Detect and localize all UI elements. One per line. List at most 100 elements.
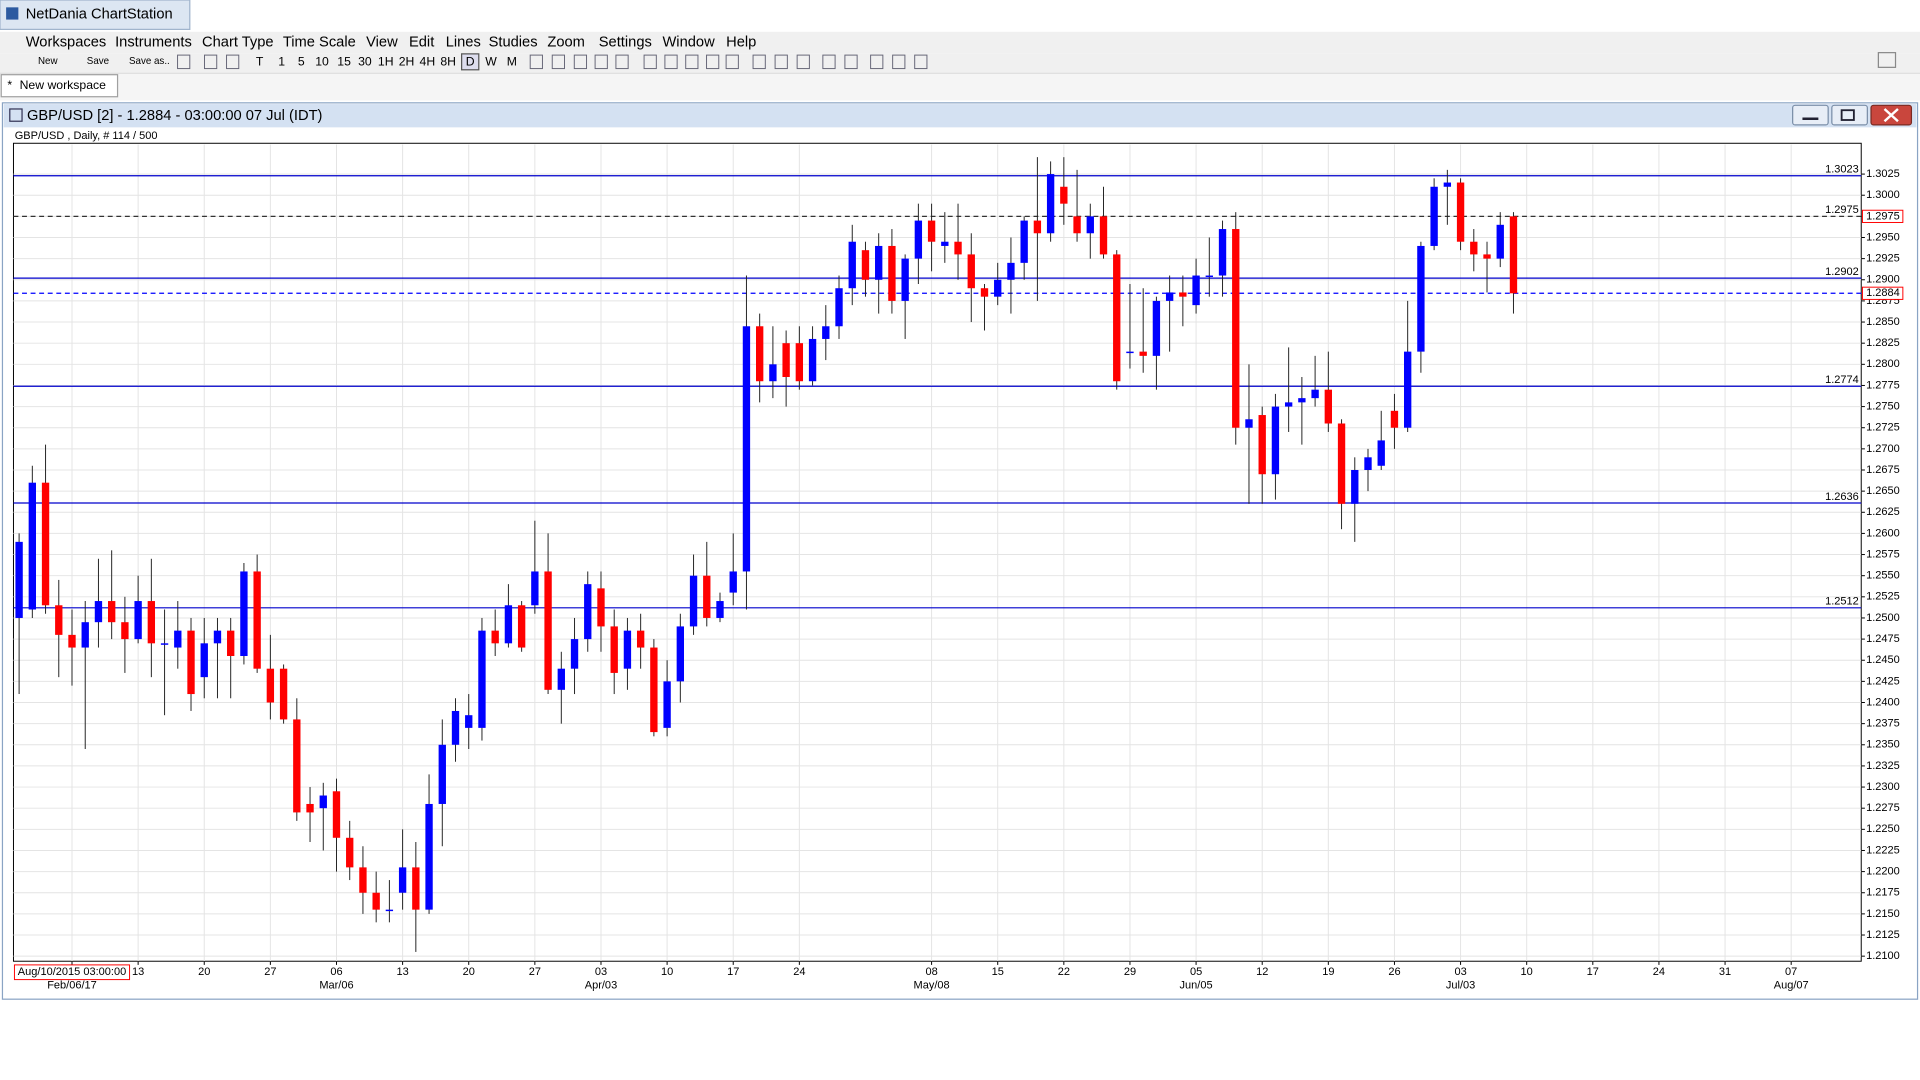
x-tick-label: 29 bbox=[1124, 966, 1136, 978]
toolbar-icon[interactable] bbox=[573, 54, 588, 70]
menu-item[interactable]: Chart Type bbox=[202, 35, 274, 51]
timeframe-button[interactable]: 8H bbox=[440, 55, 456, 69]
toolbar-icon[interactable] bbox=[685, 54, 699, 70]
candle-body bbox=[332, 791, 341, 838]
y-tick-label: 1.2650 bbox=[1866, 485, 1900, 497]
candle-body bbox=[861, 250, 870, 280]
candle-body bbox=[703, 575, 711, 618]
toolbar-icon[interactable] bbox=[177, 54, 191, 70]
x-tick-label: 10 bbox=[661, 966, 673, 978]
candle-body bbox=[967, 254, 975, 289]
menu-item[interactable]: Lines bbox=[446, 35, 481, 51]
restore-button[interactable] bbox=[1831, 104, 1868, 126]
app-icon bbox=[6, 7, 19, 20]
menu-item[interactable]: Workspaces bbox=[26, 35, 107, 51]
file-button[interactable]: Save as.. bbox=[129, 56, 170, 67]
toolbar-icon[interactable] bbox=[643, 54, 657, 70]
y-tick-label: 1.2800 bbox=[1866, 358, 1900, 370]
menu-item[interactable]: Window bbox=[662, 35, 715, 51]
y-tick-label: 1.2300 bbox=[1866, 781, 1900, 793]
toolbar-icon[interactable] bbox=[796, 54, 810, 70]
timeframe-button[interactable]: 10 bbox=[315, 55, 329, 69]
candle-body bbox=[1298, 398, 1306, 403]
timeframe-button[interactable]: 1H bbox=[378, 55, 394, 69]
candle-body bbox=[108, 601, 116, 623]
toolbar-icon[interactable] bbox=[529, 54, 543, 70]
candle-body bbox=[1496, 224, 1504, 259]
timeframe-button[interactable]: T bbox=[256, 55, 264, 69]
candle-body bbox=[306, 803, 314, 813]
x-tick-sublabel: Mar/06 bbox=[319, 980, 353, 992]
y-tick-label: 1.2175 bbox=[1866, 887, 1900, 899]
menu-item[interactable]: Help bbox=[726, 35, 756, 51]
menu-bar bbox=[0, 31, 1920, 54]
x-tick-sublabel: May/08 bbox=[914, 980, 950, 992]
timeframe-button[interactable]: 15 bbox=[337, 55, 351, 69]
file-button[interactable]: Save bbox=[87, 56, 109, 67]
menu-item[interactable]: Edit bbox=[409, 35, 434, 51]
toolbar-icon[interactable] bbox=[226, 54, 240, 70]
candle-body bbox=[557, 668, 565, 690]
toolbar-icon[interactable] bbox=[725, 54, 739, 70]
toolbar-icon[interactable] bbox=[204, 54, 218, 70]
timeframe-button[interactable]: 1 bbox=[278, 55, 285, 69]
timeframe-button[interactable]: 2H bbox=[399, 55, 415, 69]
y-tick-label: 1.2925 bbox=[1866, 253, 1900, 265]
horizontal-line-label: 1.2774 bbox=[1825, 374, 1859, 386]
toolbar-icon[interactable] bbox=[870, 54, 884, 70]
toolbar-icon[interactable] bbox=[844, 54, 858, 70]
y-tick-label: 1.2200 bbox=[1866, 866, 1900, 878]
toolbar-icon[interactable] bbox=[892, 54, 906, 70]
x-tick-label: 27 bbox=[529, 966, 541, 978]
candle-body bbox=[94, 601, 103, 623]
timeframe-button[interactable]: 5 bbox=[298, 55, 305, 69]
candle-body bbox=[346, 837, 354, 868]
menu-item[interactable]: Zoom bbox=[547, 35, 585, 51]
toolbar-icon[interactable] bbox=[615, 54, 629, 70]
candle-body bbox=[504, 605, 513, 644]
menu-item[interactable]: Settings bbox=[599, 35, 652, 51]
toolbar-icon[interactable] bbox=[664, 54, 678, 70]
workspace-tab[interactable] bbox=[0, 74, 119, 98]
chart-layer: 1.2100 1.2125 1.2150 1.2175 1.2200 1.2225 1.22… bbox=[13, 144, 1904, 992]
menu-item[interactable]: Instruments bbox=[115, 35, 192, 51]
x-tick-label: 03 bbox=[595, 966, 607, 978]
candle-body bbox=[1351, 470, 1359, 504]
x-tick-label: 07 bbox=[1785, 966, 1797, 978]
toolbar-icon[interactable] bbox=[551, 54, 565, 70]
y-tick-label: 1.2725 bbox=[1866, 422, 1900, 434]
price-marker-label: 1.2884 bbox=[1866, 287, 1900, 299]
toolbar-icon[interactable] bbox=[914, 54, 928, 70]
toolbar-icon[interactable] bbox=[706, 54, 720, 70]
file-button[interactable]: New bbox=[38, 56, 59, 67]
toolbar-icon[interactable] bbox=[774, 54, 788, 70]
candle-body bbox=[160, 643, 169, 645]
timeframe-button[interactable]: 30 bbox=[358, 55, 372, 69]
menu-item[interactable]: Time Scale bbox=[283, 35, 356, 51]
timeframe-button[interactable]: M bbox=[507, 55, 517, 69]
y-tick-label: 1.2825 bbox=[1866, 337, 1900, 349]
y-tick-label: 1.2625 bbox=[1866, 506, 1900, 518]
timeframe-button[interactable]: D bbox=[466, 55, 475, 69]
toolbar-icon[interactable] bbox=[752, 54, 766, 70]
minimize-button[interactable] bbox=[1792, 104, 1829, 126]
menu-item[interactable]: Studies bbox=[489, 35, 538, 51]
y-tick-label: 1.2250 bbox=[1866, 823, 1900, 835]
y-tick-label: 1.2550 bbox=[1866, 570, 1900, 582]
toolbar-icon[interactable] bbox=[594, 54, 608, 70]
toolbar-toggle[interactable] bbox=[1877, 52, 1897, 68]
toolbar-icon[interactable] bbox=[822, 54, 836, 70]
candle-body bbox=[1404, 351, 1412, 428]
x-tick-label: 13 bbox=[132, 966, 144, 978]
menu-item[interactable]: View bbox=[366, 35, 398, 51]
candle-body bbox=[491, 630, 499, 644]
timeframe-button[interactable]: 4H bbox=[420, 55, 436, 69]
chart-window-icon bbox=[9, 108, 23, 122]
candle-body bbox=[636, 630, 645, 648]
y-tick-label: 1.2900 bbox=[1866, 274, 1900, 286]
candle-body bbox=[1284, 402, 1293, 407]
timeframe-button[interactable]: W bbox=[485, 55, 497, 69]
candle-body bbox=[1377, 440, 1385, 466]
chart-window-title: GBP/USD [2] - 1.2884 - 03:00:00 07 Jul (… bbox=[27, 108, 323, 124]
